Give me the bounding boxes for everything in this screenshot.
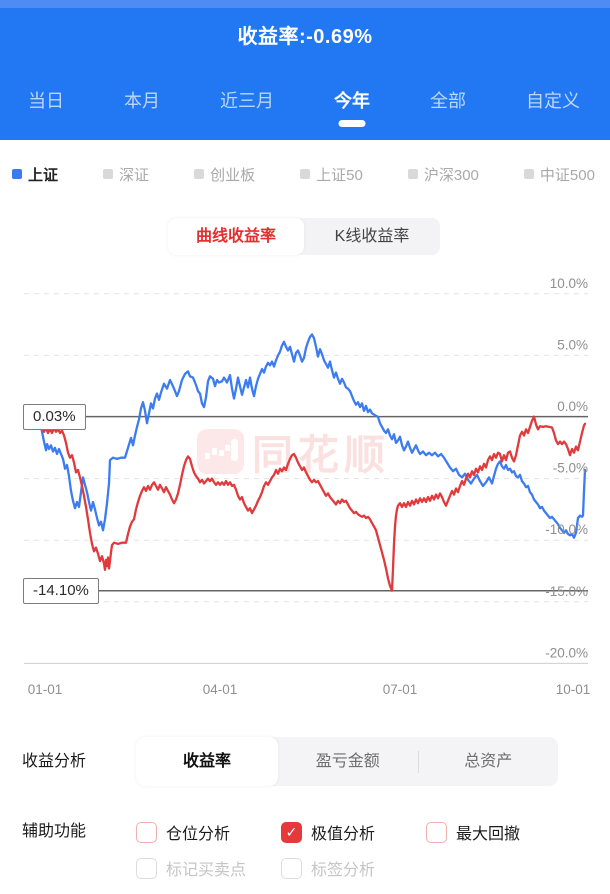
extreme-marker-box: 0.03% [23, 404, 86, 430]
tab-本月[interactable]: 本月 [124, 91, 160, 111]
index-legend: 上证 深证 创业板 上证50 沪深300 中证500 [0, 161, 610, 187]
checkbox-label: 标签分析 [311, 862, 376, 879]
tab-全部[interactable]: 全部 [430, 91, 466, 111]
legend-item-沪深300[interactable]: 沪深300 [407, 164, 479, 185]
legend-item-label: 中证500 [539, 166, 595, 184]
checkbox-unchecked-icon: ✓ [136, 821, 157, 843]
x-axis-label: 07-01 [383, 682, 418, 697]
y-axis-label: -15.0% [545, 584, 588, 599]
series-line-上证 [38, 333, 587, 539]
checkbox-标签分析[interactable]: ✓ 标签分析 [281, 856, 375, 880]
analysis-tabs: 收益率 盈亏金额 总资产 [136, 737, 558, 786]
legend-item-中证500[interactable]: 中证500 [523, 164, 595, 185]
extreme-marker-box: -14.10% [23, 578, 99, 604]
legend-swatch-icon [300, 169, 311, 179]
y-axis-label: 5.0% [557, 337, 588, 352]
legend-item-label: 深证 [119, 166, 150, 184]
legend-item-创业板[interactable]: 创业板 [194, 164, 255, 185]
x-axis-label: 10-01 [556, 682, 591, 697]
legend-swatch-icon [194, 169, 205, 179]
y-axis-label: 10.0% [550, 276, 588, 291]
checkbox-仓位分析[interactable]: ✓ 仓位分析 [136, 820, 230, 844]
legend-item-label: 沪深300 [423, 166, 479, 184]
chart-svg: 10.0% 5.0% 0.0% -5.0% -10.0% -15.0% -20.0% 01-0… [23, 276, 591, 697]
header: 收益率:-0.69% 当日 本月 近三月 今年 全部 自定义 [0, 0, 610, 140]
view-toggle: 曲线收益率 K线收益率 [168, 218, 440, 255]
legend-item-上证[interactable]: 上证 [12, 164, 58, 185]
aux-section-label: 辅助功能 [22, 823, 87, 840]
view-toggle-曲线收益率[interactable]: 曲线收益率 [168, 218, 304, 255]
series-line-收益率 [38, 415, 587, 592]
status-bar [0, 0, 610, 8]
checkbox-label: 极值分析 [311, 826, 376, 843]
checkbox-unchecked-icon: ✓ [136, 857, 157, 879]
checkbox-unchecked-icon: ✓ [426, 821, 447, 843]
analysis-tab-divider [417, 750, 419, 773]
analysis-tab-总资产[interactable]: 总资产 [464, 753, 513, 770]
checkbox-最大回撤[interactable]: ✓ 最大回撤 [426, 820, 520, 844]
checkbox-标记买卖点[interactable]: ✓ 标记买卖点 [136, 856, 246, 880]
legend-item-label: 创业板 [210, 166, 256, 184]
period-tabs: 当日 本月 近三月 今年 全部 自定义 [0, 88, 610, 118]
legend-item-上证50[interactable]: 上证50 [300, 164, 363, 185]
legend-item-label: 上证 [28, 166, 59, 184]
legend-swatch-icon [12, 169, 22, 179]
legend-item-label: 上证50 [316, 166, 363, 184]
checkbox-极值分析[interactable]: ✓ 极值分析 [281, 820, 375, 844]
checkbox-label: 仓位分析 [166, 826, 231, 843]
analysis-section-label: 收益分析 [22, 753, 87, 770]
tab-自定义[interactable]: 自定义 [526, 91, 580, 111]
analysis-tab-收益率[interactable]: 收益率 [136, 737, 278, 786]
analysis-tab-盈亏金额[interactable]: 盈亏金额 [315, 753, 380, 770]
legend-swatch-icon [523, 169, 534, 179]
x-axis-label: 01-01 [28, 682, 63, 697]
page-title: 收益率:-0.69% [237, 26, 373, 48]
tab-今年[interactable]: 今年 [334, 88, 370, 118]
tab-当日[interactable]: 当日 [28, 91, 64, 111]
view-toggle-K线收益率[interactable]: K线收益率 [334, 228, 410, 245]
checkbox-label: 最大回撤 [456, 826, 521, 843]
y-axis-label: -5.0% [553, 461, 588, 476]
checkbox-label: 标记买卖点 [166, 862, 247, 879]
legend-swatch-icon [103, 169, 114, 179]
y-axis-label: -20.0% [545, 645, 588, 660]
legend-swatch-icon [407, 169, 418, 179]
checkbox-unchecked-icon: ✓ [281, 857, 302, 879]
x-axis-label: 04-01 [203, 682, 238, 697]
tab-近三月[interactable]: 近三月 [220, 91, 274, 111]
legend-item-深证[interactable]: 深证 [103, 164, 149, 185]
chart-area[interactable]: 10.0% 5.0% 0.0% -5.0% -10.0% -15.0% -20.0% 01-0… [0, 270, 610, 700]
checkbox-checked-icon: ✓ [281, 821, 302, 843]
y-axis-label: 0.0% [557, 399, 588, 414]
y-axis-label: -10.0% [545, 522, 588, 537]
